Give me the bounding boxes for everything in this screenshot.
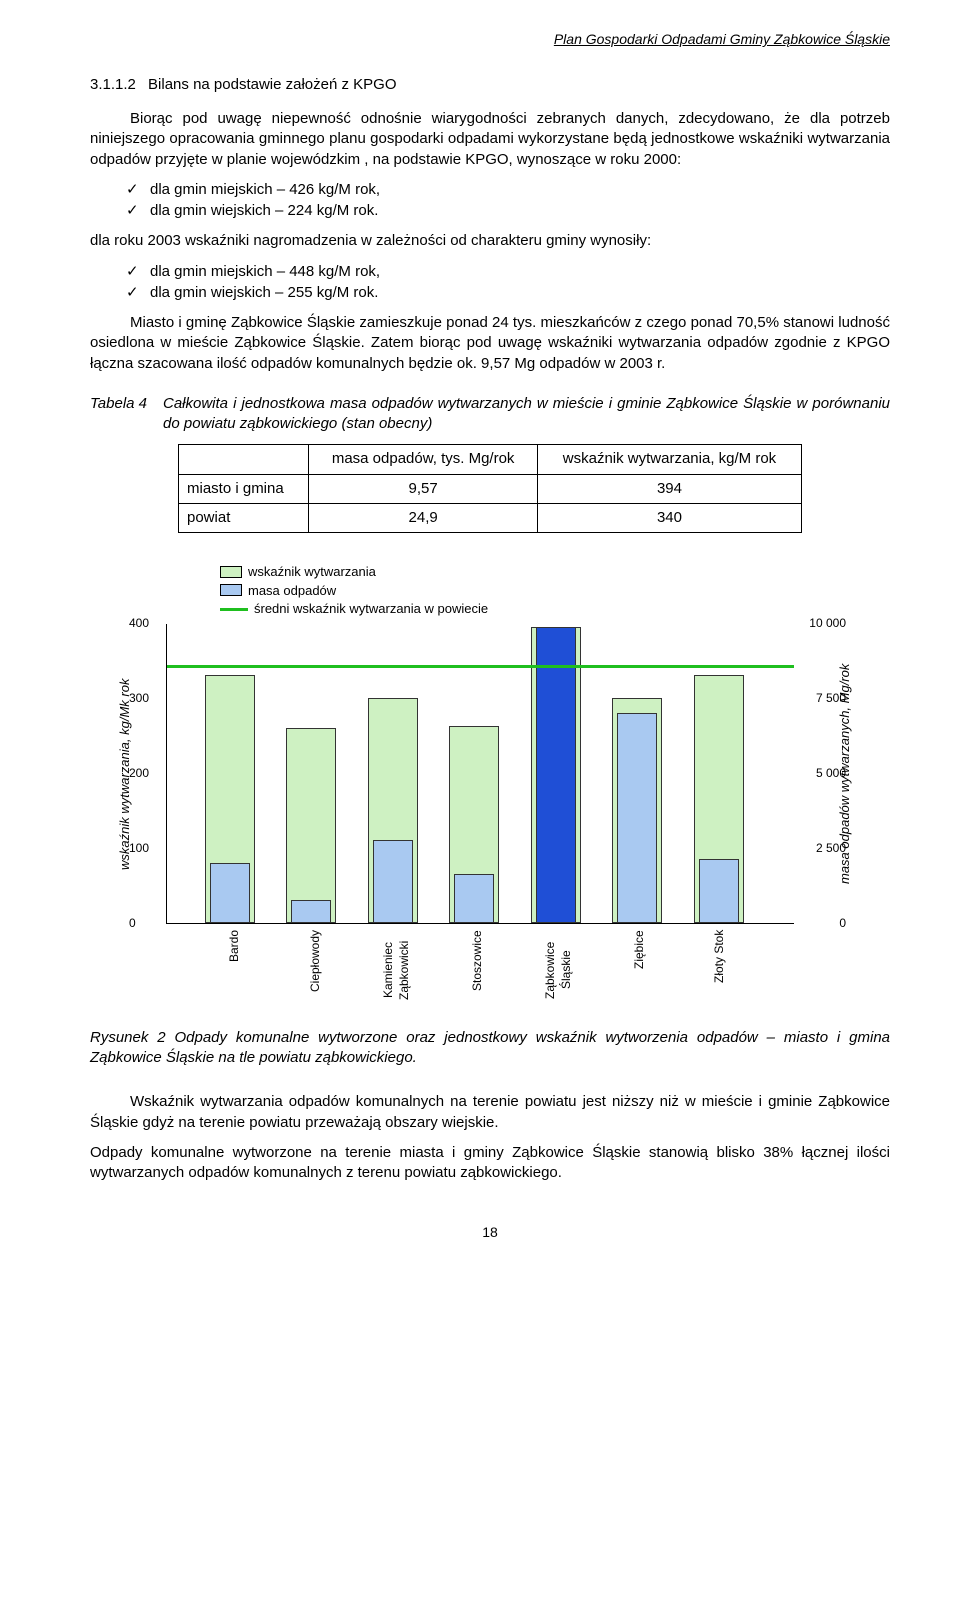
bar-masa xyxy=(291,900,331,923)
bar-masa xyxy=(536,627,576,923)
table-header: masa odpadów, tys. Mg/rok xyxy=(309,445,538,474)
figure-label: Rysunek 2 xyxy=(90,1029,166,1046)
legend-swatch xyxy=(220,566,242,578)
table-caption-text: Całkowita i jednostkowa masa odpadów wyt… xyxy=(163,394,890,435)
paragraph-2: dla roku 2003 wskaźniki nagromadzenia w … xyxy=(90,231,890,251)
table-row: powiat 24,9 340 xyxy=(179,503,802,532)
y-tick-left: 100 xyxy=(129,840,149,856)
section-title: Bilans na podstawie założeń z KPGO xyxy=(148,76,396,93)
table-row: miasto i gmina 9,57 394 xyxy=(179,474,802,503)
list-item: dla gmin wiejskich – 255 kg/M rok. xyxy=(150,283,890,303)
chart-plot: 010020030040002 5005 0007 50010 000 xyxy=(166,624,794,924)
avg-line xyxy=(167,665,794,668)
list-item: dla gmin miejskich – 448 kg/M rok, xyxy=(150,262,890,282)
data-table: masa odpadów, tys. Mg/rok wskaźnik wytwa… xyxy=(178,444,802,533)
table-cell: 394 xyxy=(537,474,801,503)
legend-item: masa odpadów xyxy=(220,582,890,600)
table-cell: powiat xyxy=(179,503,309,532)
y-axis-right-title: masa odpadów wytwarzanych, Mg/rok xyxy=(836,624,854,924)
bar-masa xyxy=(373,840,413,923)
legend-swatch xyxy=(220,584,242,596)
figure-caption-text: Odpady komunalne wytworzone oraz jednost… xyxy=(90,1029,890,1066)
y-tick-left: 0 xyxy=(129,915,136,931)
table-cell: 24,9 xyxy=(309,503,538,532)
paragraph-1: Biorąc pod uwagę niepewność odnośnie wia… xyxy=(90,109,890,170)
check-list-2: dla gmin miejskich – 448 kg/M rok, dla g… xyxy=(90,262,890,304)
legend-label: masa odpadów xyxy=(248,582,336,600)
paragraph-5: Odpady komunalne wytworzone na terenie m… xyxy=(90,1143,890,1184)
x-axis-label: Kamieniec Ząbkowicki xyxy=(371,930,421,1010)
x-axis-label: Stoszowice xyxy=(452,930,502,1010)
legend-swatch xyxy=(220,608,248,611)
list-item: dla gmin miejskich – 426 kg/M rok, xyxy=(150,180,890,200)
bar-wskaznik xyxy=(286,728,336,923)
table-cell: 9,57 xyxy=(309,474,538,503)
section-number: 3.1.1.2 xyxy=(90,76,136,93)
y-tick-left: 400 xyxy=(129,615,149,631)
x-axis-label: Bardo xyxy=(209,930,259,1010)
paragraph-3: Miasto i gminę Ząbkowice Śląskie zamiesz… xyxy=(90,313,890,374)
x-axis-label: Ziębice xyxy=(614,930,664,1010)
table-caption: Tabela 4 Całkowita i jednostkowa masa od… xyxy=(90,394,890,435)
table-header xyxy=(179,445,309,474)
legend-item: średni wskaźnik wytwarzania w powiecie xyxy=(220,600,890,618)
bar-masa xyxy=(454,874,494,923)
x-axis-label: Ciepłowody xyxy=(290,930,340,1010)
list-item: dla gmin wiejskich – 224 kg/M rok. xyxy=(150,201,890,221)
bar-masa xyxy=(210,863,250,923)
x-axis-labels: Bardo Ciepłowody Kamieniec Ząbkowicki Stosz… xyxy=(172,930,794,1020)
check-list-1: dla gmin miejskich – 426 kg/M rok, dla g… xyxy=(90,180,890,222)
x-axis-label: Ząbkowice Śląskie xyxy=(533,930,583,1010)
legend-item: wskaźnik wytwarzania xyxy=(220,563,890,581)
page-number: 18 xyxy=(90,1223,890,1242)
y-tick-left: 300 xyxy=(129,690,149,706)
paragraph-4: Wskaźnik wytwarzania odpadów komunalnych… xyxy=(90,1092,890,1133)
table-cell: 340 xyxy=(537,503,801,532)
bar-masa xyxy=(617,713,657,923)
chart: wskaźnik wytwarzania masa odpadów średni… xyxy=(90,563,890,1020)
x-axis-label: Złoty Stok xyxy=(694,930,744,1010)
bar-masa xyxy=(699,859,739,923)
y-tick-left: 200 xyxy=(129,765,149,781)
legend-label: średni wskaźnik wytwarzania w powiecie xyxy=(254,600,488,618)
table-cell: miasto i gmina xyxy=(179,474,309,503)
figure-caption: Rysunek 2 Odpady komunalne wytworzone or… xyxy=(90,1028,890,1069)
chart-legend: wskaźnik wytwarzania masa odpadów średni… xyxy=(220,563,890,618)
table-label: Tabela 4 xyxy=(90,394,147,435)
section-heading: 3.1.1.2 Bilans na podstawie założeń z KP… xyxy=(90,75,890,95)
legend-label: wskaźnik wytwarzania xyxy=(248,563,376,581)
table-header: wskaźnik wytwarzania, kg/M rok xyxy=(537,445,801,474)
doc-header: Plan Gospodarki Odpadami Gminy Ząbkowice… xyxy=(90,30,890,51)
